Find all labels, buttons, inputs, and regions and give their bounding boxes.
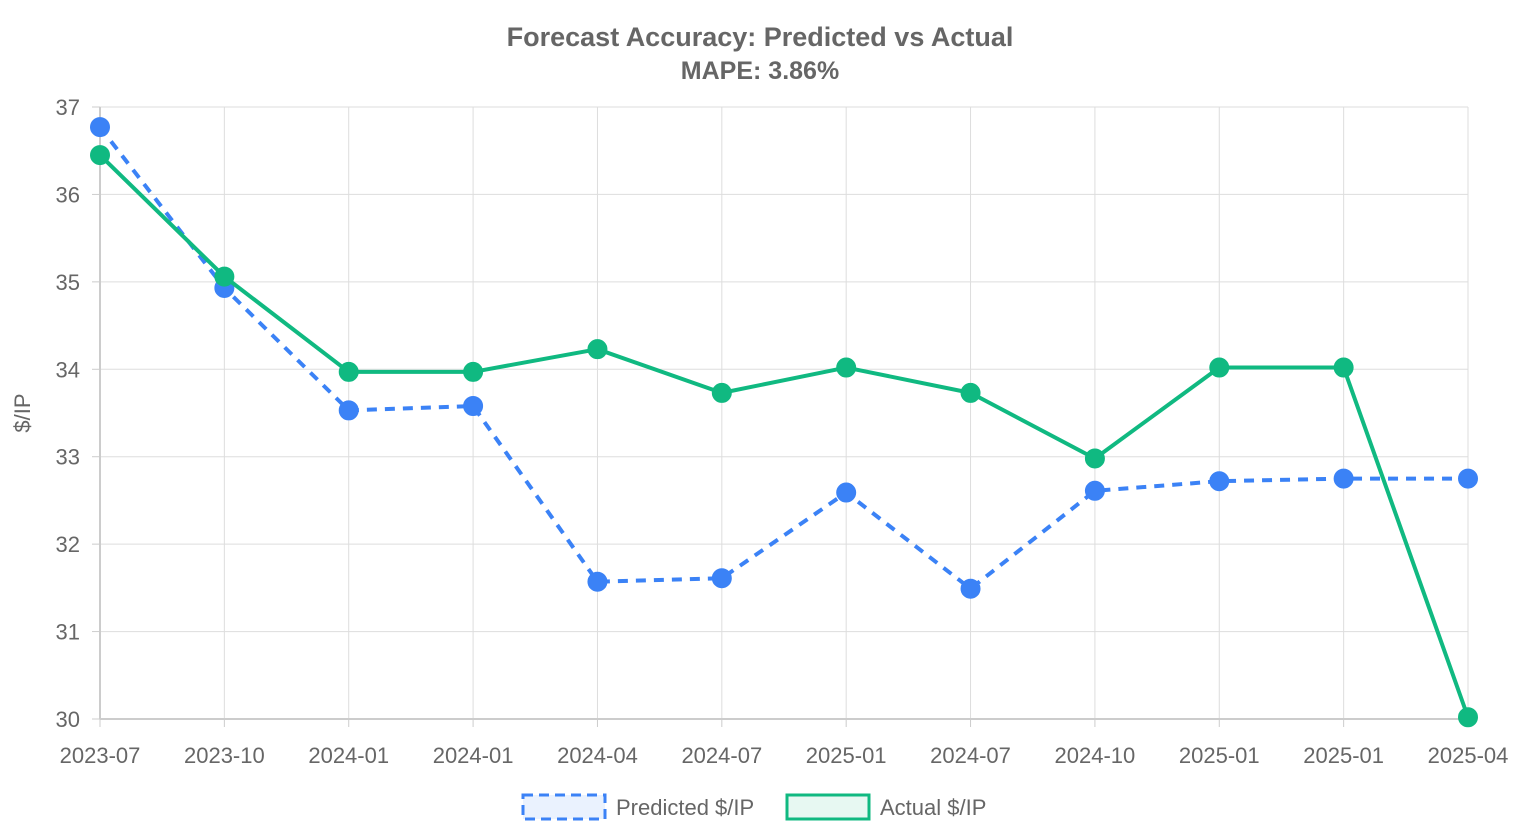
data-point-predicted[interactable]: [1458, 468, 1478, 489]
chart-title: Forecast Accuracy: Predicted vs Actual: [507, 22, 1014, 52]
x-tick-label: 2024-07: [930, 743, 1011, 768]
grid: [99, 106, 1469, 720]
data-point-predicted[interactable]: [338, 400, 359, 421]
series-predicted: [90, 117, 1478, 599]
series-line-actual: [98, 153, 1470, 718]
y-axis-label: $/IP: [10, 393, 35, 432]
y-tick-label: 33: [56, 445, 80, 470]
data-point-actual[interactable]: [90, 145, 110, 166]
x-tick-label: 2024-07: [681, 743, 762, 768]
x-tick-label: 2025-01: [1303, 743, 1384, 768]
axes: 30 31 32 33 34 35 36 37 2023-07 2023-10 2024-01 202…: [56, 95, 1509, 768]
series-layer: [90, 117, 1478, 728]
y-tick-label: 31: [56, 620, 80, 645]
data-point-predicted[interactable]: [960, 578, 981, 599]
y-tick-label: 35: [56, 270, 80, 295]
legend-label-actual[interactable]: Actual $/IP: [880, 795, 986, 820]
legend-swatch-predicted[interactable]: [521, 793, 607, 821]
data-point-actual[interactable]: [1333, 357, 1354, 378]
x-tick-label: 2024-01: [308, 743, 389, 768]
x-tick-label: 2024-04: [557, 743, 638, 768]
data-point-actual[interactable]: [214, 266, 235, 287]
legend-label-predicted[interactable]: Predicted $/IP: [616, 795, 754, 820]
x-tick-label: 2024-01: [433, 743, 514, 768]
data-point-actual[interactable]: [1209, 357, 1230, 378]
legend-swatch-actual[interactable]: [785, 793, 871, 821]
x-tick-label: 2025-01: [1179, 743, 1260, 768]
data-point-actual[interactable]: [836, 357, 857, 378]
data-point-predicted[interactable]: [463, 396, 484, 417]
data-point-predicted[interactable]: [90, 117, 110, 138]
chart-subtitle: MAPE: 3.86%: [681, 57, 839, 85]
data-point-predicted[interactable]: [587, 571, 608, 592]
x-tick-label: 2023-07: [60, 743, 141, 768]
data-point-actual[interactable]: [1458, 707, 1478, 728]
x-tick-label: 2024-10: [1055, 743, 1136, 768]
x-tick-label: 2025-04: [1428, 743, 1509, 768]
data-point-actual[interactable]: [711, 382, 732, 403]
x-tick-label: 2025-01: [806, 743, 887, 768]
y-tick-label: 37: [56, 95, 80, 120]
y-tick-label: 32: [56, 532, 80, 557]
series-actual: [90, 145, 1478, 728]
series-line-predicted: [98, 125, 1468, 591]
data-point-predicted[interactable]: [1333, 468, 1354, 489]
data-point-predicted[interactable]: [1209, 471, 1230, 492]
data-point-predicted[interactable]: [1084, 480, 1105, 501]
data-point-actual[interactable]: [1084, 448, 1105, 469]
y-tick-label: 30: [56, 707, 80, 732]
data-point-actual[interactable]: [338, 361, 359, 382]
y-tick-label: 34: [56, 357, 80, 382]
x-tick-label: 2023-10: [184, 743, 265, 768]
data-point-predicted[interactable]: [836, 482, 857, 503]
legend[interactable]: Predicted $/IP Actual $/IP: [521, 793, 986, 821]
y-tick-label: 36: [56, 182, 80, 207]
data-point-actual[interactable]: [587, 339, 608, 360]
data-point-actual[interactable]: [463, 361, 484, 382]
data-point-actual[interactable]: [960, 382, 981, 403]
data-point-predicted[interactable]: [711, 568, 732, 589]
